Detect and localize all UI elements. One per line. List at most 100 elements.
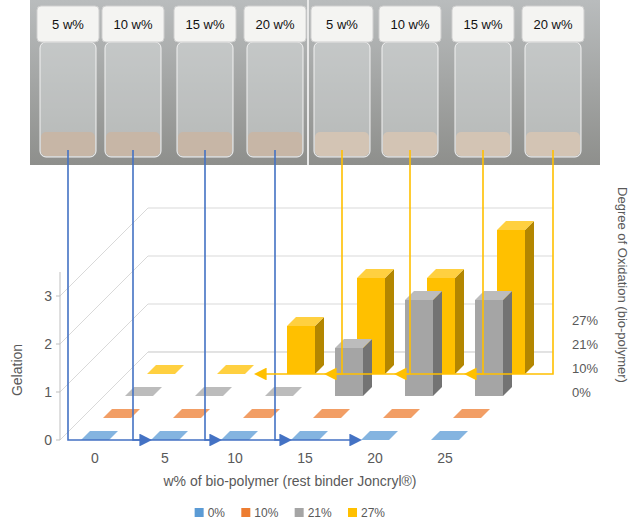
connector	[133, 150, 219, 440]
grid-line	[60, 208, 553, 296]
vial-cap	[37, 6, 99, 42]
y-axis	[60, 272, 61, 440]
bar	[361, 431, 398, 440]
bar-top	[453, 409, 490, 418]
vial-glass	[382, 42, 438, 157]
photo-background	[30, 0, 600, 165]
bar-top	[147, 365, 184, 374]
bar-side	[455, 269, 464, 374]
bar-top	[431, 431, 468, 440]
legend-swatch	[348, 508, 357, 517]
vial: 20 w%	[244, 6, 306, 157]
vial: 5 w%	[37, 6, 99, 157]
y-tick	[56, 392, 60, 393]
y-axis-title: Gelation	[9, 344, 25, 396]
vial-label: 5 w%	[52, 17, 84, 32]
y-tick	[56, 440, 60, 441]
vial-glass	[525, 42, 581, 157]
bar	[287, 317, 324, 374]
x-tick-label: 25	[437, 450, 453, 466]
vial-cap	[379, 6, 441, 42]
bar	[147, 365, 184, 374]
legend-label: 21%	[308, 506, 332, 520]
x-axis-title: w% of bio-polymer (rest binder Joncryl®)	[162, 473, 416, 489]
bar	[81, 431, 118, 440]
x-tick-label: 20	[367, 450, 383, 466]
y-tick	[56, 296, 60, 297]
legend-item: 10%	[241, 506, 278, 520]
vial: 15 w%	[174, 6, 236, 157]
vial-cap	[174, 6, 236, 42]
bar-side	[315, 317, 324, 374]
vial-glass	[455, 42, 511, 157]
bar	[383, 409, 420, 418]
vial-label: 10 w%	[113, 17, 152, 32]
vial-glass	[105, 42, 161, 157]
vial-label: 20 w%	[255, 17, 294, 32]
x-tick-label: 0	[91, 450, 99, 466]
bar-side	[363, 339, 372, 396]
vial-cap	[311, 6, 373, 42]
vial-cap	[522, 6, 584, 42]
connector	[205, 150, 289, 440]
bar	[217, 365, 254, 374]
bar-top	[427, 269, 464, 278]
bar	[291, 431, 328, 440]
bar	[453, 409, 490, 418]
connector	[257, 150, 342, 374]
photo: 5 w%10 w%15 w%20 w%5 w%10 w%15 w%20 w%	[30, 0, 600, 165]
connectors	[68, 150, 553, 440]
bar-front	[475, 300, 503, 396]
bar-top	[287, 317, 324, 326]
bar-top	[497, 221, 534, 230]
legend: 0% 10% 21% 27%	[195, 506, 386, 520]
connector	[397, 150, 483, 374]
bar-top	[221, 431, 258, 440]
depth-label: 0%	[572, 385, 591, 400]
bar-top	[265, 387, 302, 396]
z-axis-title: Degree of Oxidation (bio-polymer)	[615, 187, 630, 383]
bar	[431, 431, 468, 440]
bar	[265, 387, 302, 396]
vial-label: 15 w%	[463, 17, 502, 32]
vial: 15 w%	[452, 6, 514, 157]
bar	[475, 291, 512, 396]
bar	[195, 387, 232, 396]
vial: 10 w%	[379, 6, 441, 157]
legend-swatch	[295, 508, 304, 517]
legend-swatch	[241, 508, 250, 517]
y-tick-label: 2	[44, 336, 52, 352]
bar-side	[525, 221, 534, 374]
legend-item: 27%	[348, 506, 385, 520]
bar-top	[195, 387, 232, 396]
bar-top	[217, 365, 254, 374]
bar-top	[475, 291, 512, 300]
depth-label: 10%	[572, 361, 598, 376]
vial-cap	[102, 6, 164, 42]
bar-top	[361, 431, 398, 440]
vial: 10 w%	[102, 6, 164, 157]
bar	[103, 409, 140, 418]
photo-split	[307, 0, 309, 165]
x-tick-label: 10	[227, 450, 243, 466]
bar-top	[125, 387, 162, 396]
depth-label: 21%	[572, 337, 598, 352]
bar	[313, 409, 350, 418]
vial-cap	[244, 6, 306, 42]
vial: 5 w%	[311, 6, 373, 157]
bar	[221, 431, 258, 440]
bar-side	[433, 291, 442, 396]
figure: 5 w%10 w%15 w%20 w%5 w%10 w%15 w%20 w%01…	[0, 0, 632, 531]
vial-glass	[177, 42, 233, 157]
y-tick-label: 1	[44, 384, 52, 400]
bar	[151, 431, 188, 440]
vial-label: 15 w%	[185, 17, 224, 32]
bar-top	[291, 431, 328, 440]
legend-label: 27%	[361, 506, 385, 520]
vial-label: 5 w%	[326, 17, 358, 32]
y-tick-label: 0	[44, 432, 52, 448]
bars	[81, 221, 534, 440]
bar-side	[385, 269, 394, 374]
legend-item: 0%	[195, 506, 226, 520]
y-tick	[56, 344, 60, 345]
